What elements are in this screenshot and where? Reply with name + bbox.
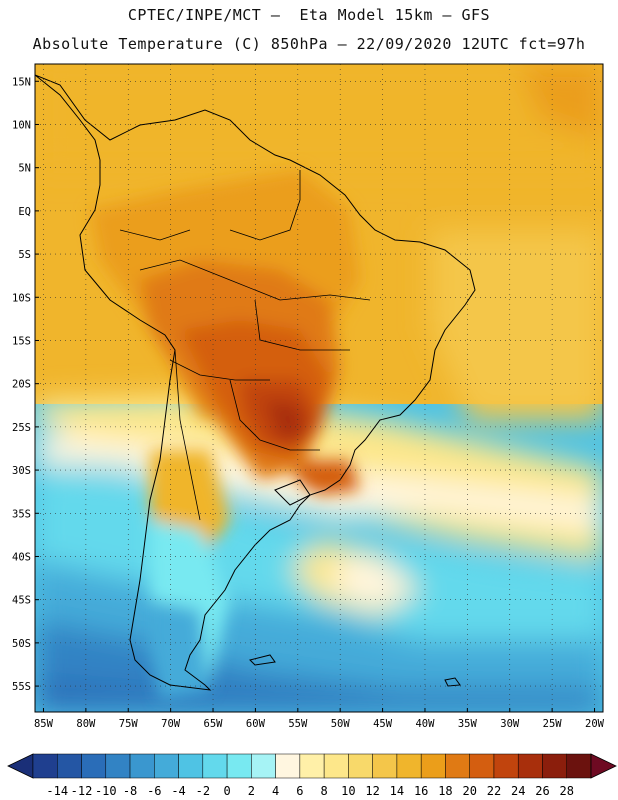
colorbar-swatch — [275, 753, 301, 779]
colorbar-label: 18 — [438, 784, 452, 798]
colorbar-swatch — [32, 753, 58, 779]
colorbar-swatch — [202, 753, 228, 779]
colorbar-swatch — [105, 753, 131, 779]
latitude-labels: 15N 10N 5N EQ 5S 10S 15S 20S 25S 30S 35S 40S 45S 50S 5… — [12, 76, 39, 693]
lat-tick-label: 5S — [18, 249, 31, 261]
lon-tick-label: 70W — [161, 718, 181, 730]
lat-tick-label: 30S — [12, 465, 31, 477]
colorbar-under-arrow — [7, 753, 34, 779]
colorbar-label: 22 — [487, 784, 501, 798]
colorbar-swatch — [178, 753, 204, 779]
colorbar-swatch — [493, 753, 519, 779]
colorbar-swatch — [566, 753, 592, 779]
colorbar-label: 16 — [414, 784, 428, 798]
country-borders — [119, 170, 371, 521]
lon-tick-label: 75W — [119, 718, 139, 730]
lat-tick-label: 15N — [12, 76, 31, 88]
lat-tick-label: 10S — [12, 292, 31, 304]
lon-tick-label: 65W — [204, 718, 224, 730]
colorbar-label: -2 — [196, 784, 210, 798]
map-frame — [34, 63, 604, 713]
temperature-field — [35, 64, 603, 712]
colorbar-swatch — [372, 753, 398, 779]
lon-tick-label: 40W — [415, 718, 435, 730]
colorbar-swatch — [396, 753, 422, 779]
colorbar-swatch — [323, 753, 349, 779]
colorbar-swatch — [420, 753, 446, 779]
colorbar-swatch — [251, 753, 276, 779]
lon-tick-label: 45W — [373, 718, 393, 730]
map-title-line2: Absolute Temperature (C) 850hPa – 22/09/… — [32, 35, 586, 53]
lat-tick-label: 15S — [12, 335, 31, 347]
colorbar-label: 20 — [462, 784, 476, 798]
colorbar-label: 26 — [535, 784, 549, 798]
lon-tick-label: 50W — [331, 718, 351, 730]
colorbar-swatch — [445, 753, 470, 779]
colorbar-label: 2 — [248, 784, 255, 798]
colorbar-swatch — [517, 753, 543, 779]
colorbar-label: 0 — [223, 784, 230, 798]
lat-tick-label: 50S — [12, 638, 31, 650]
colorbar-swatch — [348, 753, 373, 779]
lon-tick-label: 80W — [76, 718, 96, 730]
colorbar-swatch — [226, 753, 252, 779]
lon-tick-label: 85W — [34, 718, 54, 730]
longitude-labels: 85W 80W 75W 70W 65W 60W 55W 50W 45W 40W 35W 30W 25W 2… — [34, 708, 605, 730]
colorbar-label: -14 — [46, 784, 68, 798]
colorbar-label: -10 — [95, 784, 117, 798]
lat-tick-label: EQ — [18, 206, 31, 218]
lon-tick-label: 20W — [585, 718, 605, 730]
colorbar-label: -8 — [123, 784, 137, 798]
coastline — [35, 74, 476, 691]
lat-tick-label: 25S — [12, 422, 31, 434]
colorbar-label: 8 — [321, 784, 328, 798]
colorbar-label: 10 — [341, 784, 355, 798]
colorbar-label: -4 — [171, 784, 185, 798]
lat-tick-label: 10N — [12, 119, 31, 131]
lat-tick-label: 35S — [12, 508, 31, 520]
colorbar-swatch — [299, 753, 325, 779]
colorbar-label: 12 — [365, 784, 379, 798]
lon-tick-label: 25W — [543, 718, 563, 730]
lat-tick-label: 55S — [12, 681, 31, 693]
lat-tick-label: 5N — [18, 163, 31, 175]
colorbar-label: -6 — [147, 784, 161, 798]
colorbar-swatch — [542, 753, 567, 779]
colorbar-label: 4 — [272, 784, 279, 798]
lon-tick-label: 60W — [246, 718, 266, 730]
lon-tick-label: 30W — [500, 718, 520, 730]
colorbar: -14 -12 -10 -8 -6 -4 -2 0 2 4 6 8 10 12 14 16 18 20 22 24 26… — [7, 753, 617, 798]
colorbar-over-arrow — [590, 753, 617, 779]
colorbar-swatch — [81, 753, 107, 779]
lat-lon-grid — [35, 64, 603, 712]
colorbar-label: 28 — [560, 784, 574, 798]
colorbar-label: 24 — [511, 784, 525, 798]
colorbar-swatch — [129, 753, 155, 779]
colorbar-swatch — [57, 753, 82, 779]
lon-tick-label: 55W — [288, 718, 308, 730]
lat-tick-label: 40S — [12, 551, 31, 563]
colorbar-label: 14 — [390, 784, 404, 798]
map-title-line1: CPTEC/INPE/MCT – Eta Model 15km – GFS — [127, 6, 491, 24]
colorbar-label: 6 — [296, 784, 303, 798]
lat-tick-label: 45S — [12, 595, 31, 607]
lat-tick-label: 20S — [12, 379, 31, 391]
colorbar-label: -12 — [71, 784, 93, 798]
colorbar-swatch — [154, 753, 179, 779]
lon-tick-label: 35W — [458, 718, 478, 730]
colorbar-swatch — [469, 753, 495, 779]
